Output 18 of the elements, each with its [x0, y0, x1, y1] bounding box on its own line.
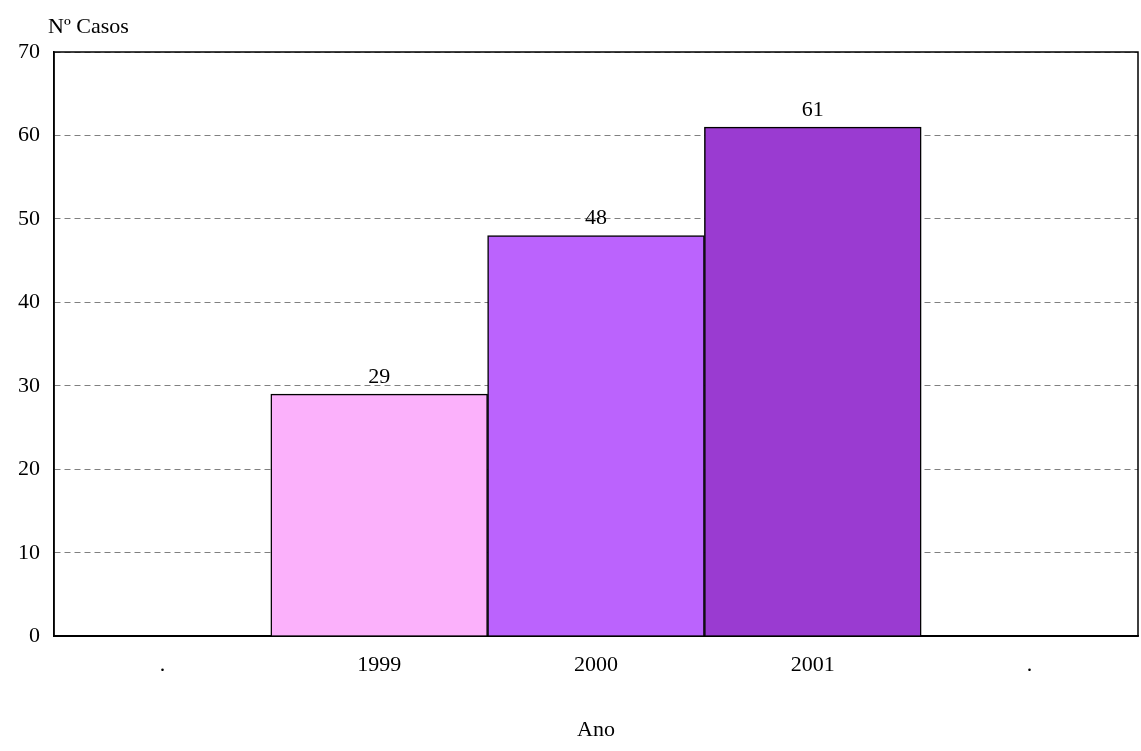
y-tick-label: 10 [18, 538, 40, 564]
data-label: 29 [368, 362, 391, 388]
x-tick-label: . [1026, 651, 1033, 677]
y-tick-label: 40 [18, 288, 40, 314]
x-tick-label: 1999 [357, 651, 402, 677]
y-tick-label: 50 [18, 204, 40, 230]
data-label: 48 [585, 204, 607, 230]
y-tick-label: 60 [18, 121, 40, 147]
x-tick-label: . [159, 651, 166, 677]
x-tick-label: 2001 [790, 651, 835, 677]
x-tick-label: 2000 [574, 651, 618, 677]
x-axis-title: Ano [577, 715, 615, 741]
y-tick-label: 0 [29, 621, 40, 647]
y-axis-title: Nº Casos [48, 12, 129, 38]
data-label: 61 [801, 95, 824, 121]
y-tick-label: 20 [18, 455, 40, 481]
y-tick-label: 30 [18, 371, 40, 397]
y-tick-label: 70 [18, 37, 40, 63]
